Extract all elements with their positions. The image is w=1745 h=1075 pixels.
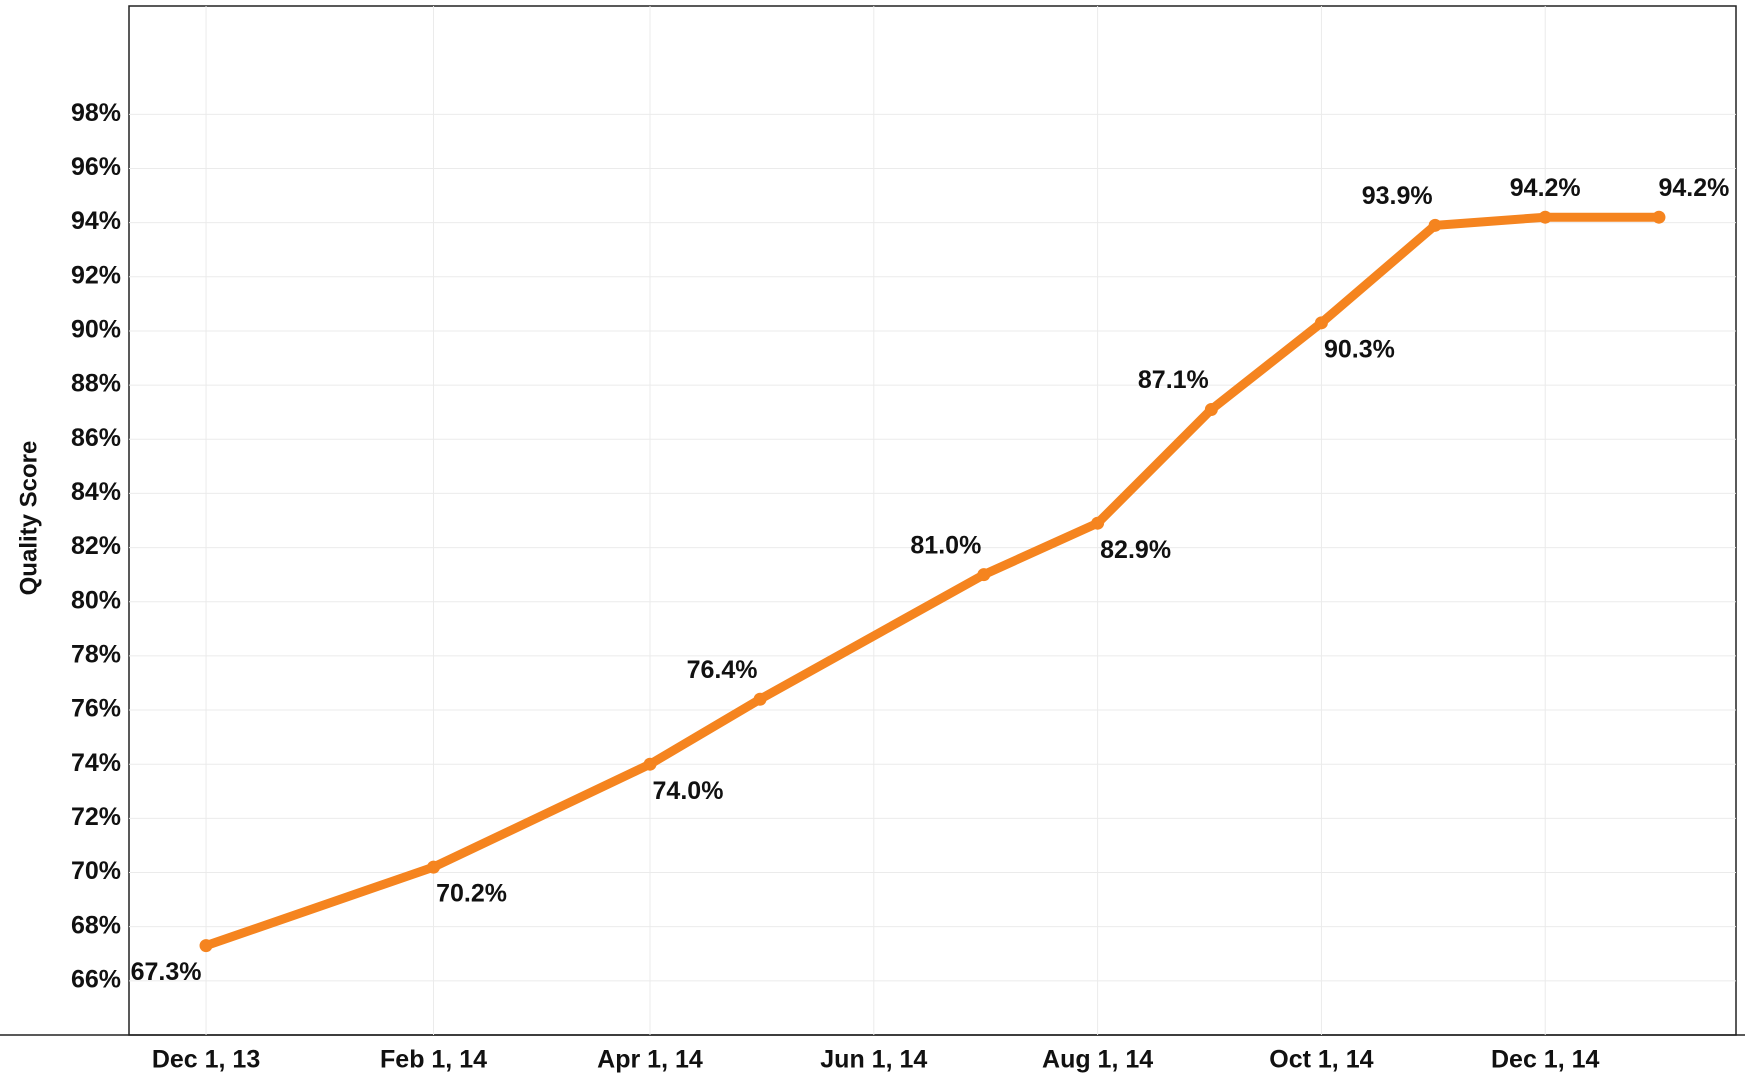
y-tick-label: 86% [71,424,121,452]
x-tick-label: Dec 1, 14 [1491,1046,1600,1074]
data-label: 76.4% [687,656,758,684]
data-label: 94.2% [1510,174,1581,202]
y-tick-label: 96% [71,153,121,181]
y-tick-label: 98% [71,99,121,127]
y-tick-label: 92% [71,261,121,289]
y-tick-label: 90% [71,316,121,344]
y-tick-label: 82% [71,532,121,560]
point [1428,218,1442,232]
y-tick-label: 72% [71,803,121,831]
data-label: 81.0% [910,531,981,559]
point [1314,316,1328,330]
y-tick-label: 78% [71,641,121,669]
data-label: 94.2% [1659,174,1730,202]
point [1091,516,1105,530]
point [1204,402,1218,416]
y-tick-label: 84% [71,478,121,506]
point [643,757,657,771]
y-tick-label: 74% [71,749,121,777]
data-label: 70.2% [436,880,507,908]
y-tick-label: 66% [71,965,121,993]
data-label: 74.0% [653,777,724,805]
point [427,860,441,874]
point [1652,210,1666,224]
data-label: 93.9% [1362,182,1433,210]
y-tick-label: 70% [71,857,121,885]
y-tick-label: 76% [71,695,121,723]
point [1538,210,1552,224]
y-tick-label: 80% [71,586,121,614]
y-tick-label: 68% [71,911,121,939]
y-tick-label: 94% [71,207,121,235]
x-tick-label: Aug 1, 14 [1042,1046,1153,1074]
y-tick-label: 88% [71,370,121,398]
x-tick-label: Oct 1, 14 [1269,1046,1373,1074]
point [199,939,213,953]
data-label: 87.1% [1138,366,1209,394]
x-tick-label: Dec 1, 13 [152,1046,260,1074]
y-axis-label: Quality Score [15,441,42,596]
data-label: 67.3% [131,958,202,986]
x-tick-label: Apr 1, 14 [597,1046,703,1074]
data-label: 90.3% [1324,335,1395,363]
data-label: 82.9% [1100,536,1171,564]
x-tick-label: Feb 1, 14 [380,1046,487,1074]
x-tick-label: Jun 1, 14 [820,1046,927,1074]
point [753,692,767,706]
point [977,568,991,582]
